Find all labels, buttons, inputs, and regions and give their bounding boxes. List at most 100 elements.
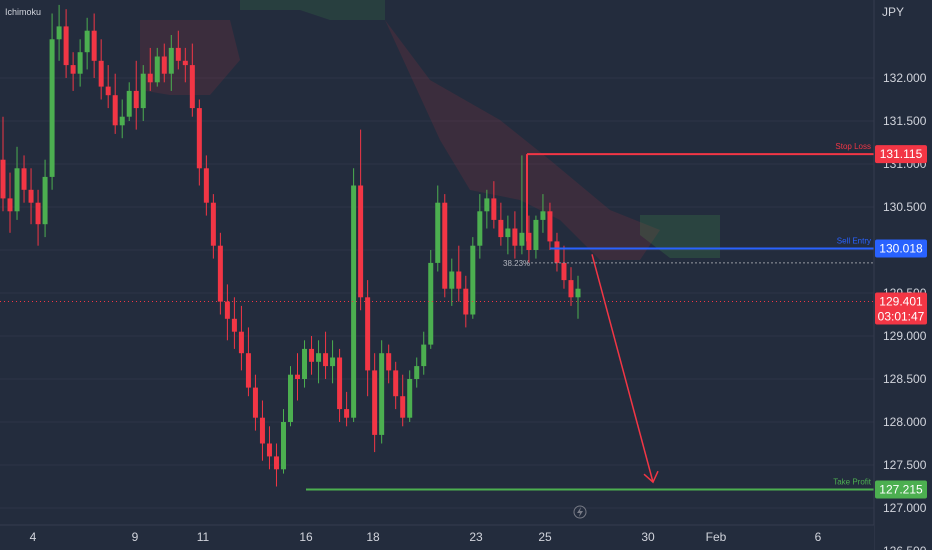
candle[interactable]	[456, 245, 462, 302]
candle[interactable]	[182, 47, 188, 83]
candle[interactable]	[49, 13, 55, 190]
candle[interactable]	[449, 258, 455, 306]
candle[interactable]	[512, 211, 518, 259]
candle[interactable]	[231, 297, 237, 349]
time-tick-label: 4	[30, 530, 37, 544]
candle[interactable]	[484, 189, 490, 229]
candle[interactable]	[70, 52, 76, 91]
candle[interactable]	[568, 267, 574, 306]
candle[interactable]	[210, 194, 216, 259]
candle[interactable]	[252, 374, 258, 431]
price-tick-label: 126.500	[883, 544, 927, 550]
candle[interactable]	[421, 331, 427, 375]
candle[interactable]	[351, 168, 357, 422]
candle[interactable]	[224, 284, 230, 341]
candle[interactable]	[105, 65, 111, 109]
candle[interactable]	[14, 146, 20, 220]
candle[interactable]	[365, 280, 371, 397]
candle[interactable]	[309, 336, 315, 375]
candle[interactable]	[266, 426, 272, 470]
candle[interactable]	[463, 275, 469, 328]
candle[interactable]	[168, 35, 174, 91]
candle[interactable]	[56, 4, 62, 61]
candle[interactable]	[0, 116, 6, 212]
candle[interactable]	[407, 370, 413, 422]
candle[interactable]	[295, 353, 301, 401]
candle[interactable]	[245, 327, 251, 397]
candle[interactable]	[259, 400, 265, 461]
candle[interactable]	[575, 275, 581, 319]
candle[interactable]	[414, 357, 420, 388]
candle[interactable]	[344, 391, 350, 427]
candle[interactable]	[498, 202, 504, 246]
price-tick-label: 129.000	[883, 329, 927, 343]
candle[interactable]	[238, 305, 244, 371]
candle[interactable]	[393, 361, 399, 410]
candle[interactable]	[28, 168, 34, 225]
candle[interactable]	[77, 39, 83, 87]
candle[interactable]	[442, 194, 448, 298]
time-tick-label: 11	[197, 530, 210, 544]
candle[interactable]	[161, 43, 167, 83]
candle[interactable]	[428, 250, 434, 349]
indicator-label[interactable]: Ichimoku	[5, 7, 41, 17]
candlesticks[interactable]	[0, 4, 581, 487]
candle[interactable]	[7, 172, 13, 233]
candle[interactable]	[358, 129, 364, 311]
candle[interactable]	[273, 443, 279, 487]
candle[interactable]	[491, 181, 497, 229]
candle[interactable]	[526, 215, 532, 263]
cloud-bull-area	[240, 0, 385, 20]
price-axis-bg[interactable]	[874, 0, 932, 525]
candle[interactable]	[435, 185, 441, 272]
candle[interactable]	[379, 340, 385, 444]
candle[interactable]	[547, 202, 553, 250]
candle[interactable]	[470, 237, 476, 319]
candle[interactable]	[316, 340, 322, 384]
projection-arrow[interactable]	[591, 254, 659, 484]
candle[interactable]	[98, 39, 104, 100]
candle[interactable]	[42, 159, 48, 238]
candle[interactable]	[154, 47, 160, 87]
candle[interactable]	[288, 366, 293, 427]
candle[interactable]	[372, 353, 378, 453]
candle[interactable]	[477, 194, 483, 259]
candle[interactable]	[112, 73, 118, 134]
trade-levels[interactable]: Stop Loss Sell Entry Take Profit 38.23%	[0, 142, 874, 491]
candle[interactable]	[400, 374, 406, 427]
candle[interactable]	[21, 155, 27, 203]
candle[interactable]	[119, 99, 125, 139]
candle[interactable]	[175, 30, 181, 70]
candle[interactable]	[126, 82, 132, 121]
candle[interactable]	[91, 13, 97, 79]
time-axis-bg[interactable]	[0, 525, 874, 550]
candle[interactable]	[63, 9, 69, 78]
candle[interactable]	[302, 340, 308, 388]
candle[interactable]	[337, 348, 343, 422]
candle[interactable]	[505, 215, 511, 255]
candle[interactable]	[386, 344, 392, 384]
candle[interactable]	[330, 340, 336, 384]
candle[interactable]	[147, 47, 153, 91]
candle[interactable]	[35, 189, 41, 246]
candle[interactable]	[217, 232, 223, 315]
candle[interactable]	[540, 194, 546, 233]
candle[interactable]	[133, 60, 139, 130]
candle[interactable]	[203, 155, 209, 216]
candle[interactable]	[561, 245, 567, 289]
arrow-shaft	[591, 254, 654, 483]
candle[interactable]	[533, 215, 539, 259]
candle[interactable]	[280, 409, 286, 474]
candle[interactable]	[84, 17, 90, 70]
time-tick-label: 16	[299, 530, 313, 544]
candle[interactable]	[140, 65, 146, 121]
lightning-icon[interactable]	[573, 505, 587, 519]
candle[interactable]	[554, 232, 560, 272]
candle[interactable]	[189, 43, 195, 117]
candle[interactable]	[519, 155, 525, 255]
candle[interactable]	[323, 331, 329, 379]
candle[interactable]	[196, 99, 202, 186]
sell-entry-badge	[875, 239, 927, 258]
